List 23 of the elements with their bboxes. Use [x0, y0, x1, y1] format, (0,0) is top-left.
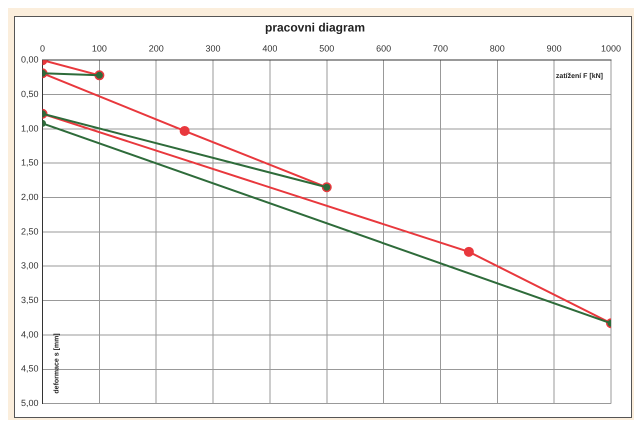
x-tick-label: 900: [546, 43, 562, 54]
x-tick-label: 600: [376, 43, 392, 54]
x-tick-label: 1000: [600, 43, 622, 54]
y-tick-label: 1,00: [20, 123, 39, 134]
x-tick-label: 400: [262, 43, 278, 54]
y-tick-label: 4,50: [20, 364, 39, 374]
x-tick-label: 700: [432, 43, 448, 54]
x-tick-label: 100: [92, 43, 107, 54]
chart-title: pracovni diagram: [264, 20, 366, 35]
y-tick-label: 1,50: [20, 158, 39, 168]
y-tick-label: 3,50: [20, 295, 39, 306]
y-tick-label: 5,00: [20, 398, 39, 408]
x-tick-label: 200: [148, 43, 164, 54]
y-tick-label: 0,50: [20, 89, 39, 100]
x-tick-label: 0: [40, 43, 46, 54]
x-tick-label: 300: [206, 43, 221, 54]
y-tick-label: 0,00: [20, 54, 39, 65]
y-tick-label: 3,00: [20, 260, 39, 271]
y-tick-label: 4,00: [20, 329, 39, 340]
x-tick-label: 500: [319, 43, 334, 54]
x-tick-label: 800: [490, 43, 505, 54]
y-tick-label: 2,00: [20, 192, 39, 202]
y-tick-label: 2,50: [20, 226, 39, 236]
